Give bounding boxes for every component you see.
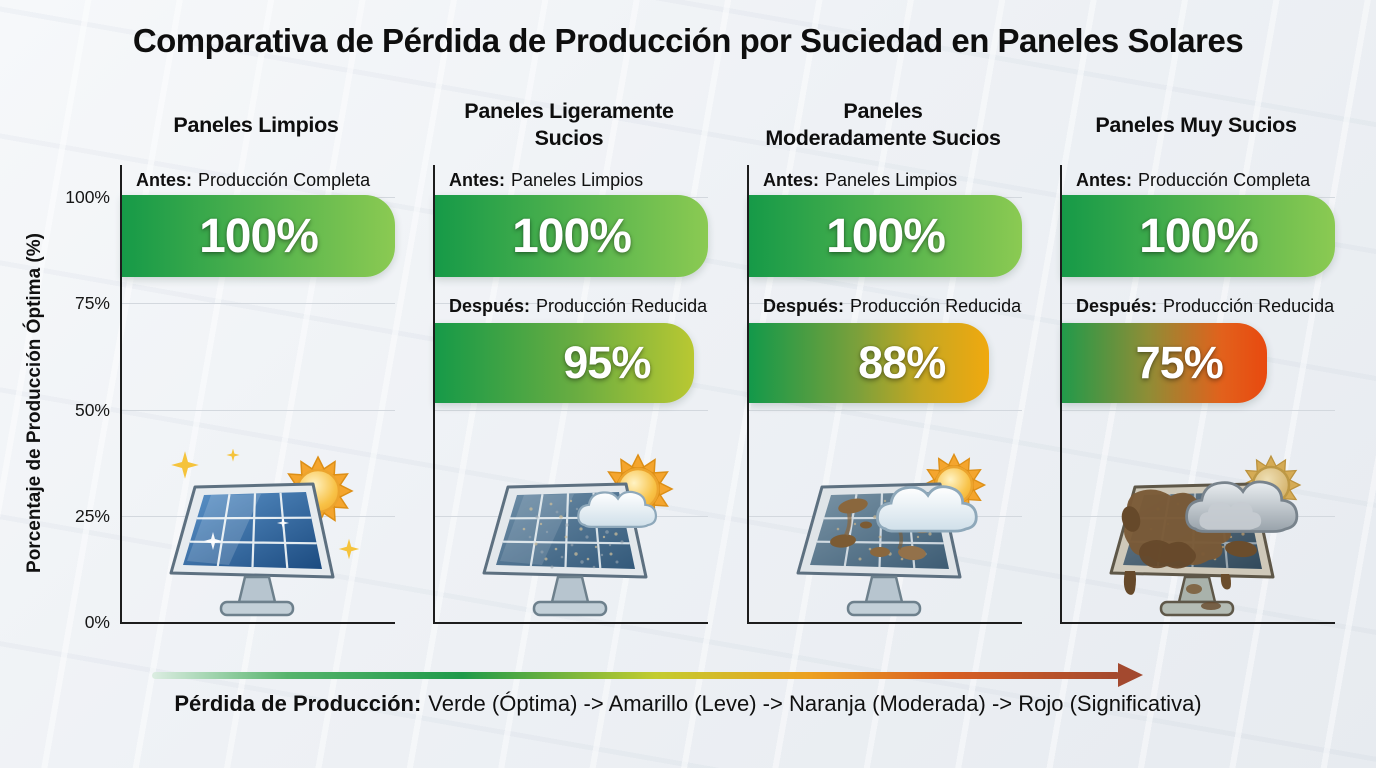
antes-bar-100: 100% <box>435 195 708 277</box>
chart-cell-lightly-dirty: Antes: Paneles Limpios 100% Después: Produ… <box>433 165 708 624</box>
page-title: Comparativa de Pérdida de Producción por… <box>132 22 1244 59</box>
despues-prefix: Después: <box>1076 296 1158 316</box>
antes-prefix: Antes: <box>763 170 820 190</box>
gridline-75 <box>1062 303 1335 304</box>
antes-label: Antes: Paneles Limpios <box>763 170 957 191</box>
antes-bar-100: 100% <box>1062 195 1335 277</box>
arrow-head-icon <box>1118 663 1143 687</box>
antes-text: Producción Completa <box>1138 170 1311 190</box>
despues-label: Después: Producción Reducida <box>449 296 707 317</box>
despues-prefix: Después: <box>449 296 531 316</box>
loss-gradient-arrow <box>152 672 1120 679</box>
despues-bar-value: 95% <box>563 337 651 388</box>
despues-prefix: Después: <box>763 296 845 316</box>
y-tick-25: 25% <box>74 506 110 526</box>
column-title-clean: Paneles Limpios <box>173 112 339 137</box>
column-title-moderately-dirty: Paneles Moderadamente Sucios <box>765 99 1001 150</box>
antes-text: Producción Completa <box>198 170 371 190</box>
despues-text: Producción Reducida <box>850 296 1022 316</box>
despues-label: Después: Producción Reducida <box>1076 296 1334 317</box>
antes-bar-100: 100% <box>122 195 395 277</box>
antes-prefix: Antes: <box>1076 170 1133 190</box>
antes-prefix: Antes: <box>136 170 193 190</box>
despues-bar-88: 88% <box>749 323 990 403</box>
moderately-dirty-solar-panel-sun-cloud-illustration <box>796 453 985 617</box>
antes-bar-value: 100% <box>1139 209 1259 263</box>
antes-label: Antes: Producción Completa <box>1076 170 1310 191</box>
antes-bar-value: 100% <box>826 209 946 263</box>
clean-solar-panel-sun-sparkles-illustration <box>169 449 359 617</box>
antes-bar-100: 100% <box>749 195 1022 277</box>
antes-bar-value: 100% <box>199 209 319 263</box>
y-tick-50: 50% <box>74 400 110 420</box>
y-tick-0: 0% <box>84 612 110 632</box>
very-dirty-solar-panel-gray-cloud-illustration <box>1109 455 1301 617</box>
gridline-50 <box>1062 410 1335 411</box>
chart-cell-moderately-dirty: Antes: Paneles Limpios 100% Después: Produ… <box>747 165 1022 624</box>
color-legend: Pérdida de Producción: Verde (Óptima) -> … <box>0 691 1376 717</box>
gridline-75 <box>435 303 708 304</box>
legend-prefix: Pérdida de Producción: <box>174 691 422 716</box>
despues-text: Producción Reducida <box>536 296 708 316</box>
gridline-50 <box>435 410 708 411</box>
chart-cell-very-dirty: Antes: Producción Completa 100% Después: P… <box>1060 165 1335 624</box>
lightly-dirty-solar-panel-sun-small-cloud-illustration <box>482 454 673 617</box>
y-tick-100: 100% <box>65 187 110 207</box>
antes-bar-value: 100% <box>512 209 632 263</box>
antes-text: Paneles Limpios <box>511 170 644 190</box>
column-title-very-dirty: Paneles Muy Sucios <box>1095 112 1297 137</box>
legend-text: Verde (Óptima) -> Amarillo (Leve) -> Nar… <box>428 691 1202 716</box>
despues-text: Producción Reducida <box>1163 296 1335 316</box>
gridline-75 <box>749 303 1022 304</box>
antes-text: Paneles Limpios <box>825 170 958 190</box>
chart-cell-clean: Antes: Producción Completa 100% <box>120 165 395 624</box>
antes-label: Antes: Producción Completa <box>136 170 370 191</box>
antes-label: Antes: Paneles Limpios <box>449 170 643 191</box>
despues-bar-value: 75% <box>1135 337 1224 388</box>
despues-bar-95: 95% <box>435 323 695 403</box>
gridline-50 <box>749 410 1022 411</box>
gridline-75 <box>122 303 395 304</box>
gridline-50 <box>122 410 395 411</box>
antes-prefix: Antes: <box>449 170 506 190</box>
despues-bar-value: 88% <box>858 337 946 388</box>
y-tick-75: 75% <box>74 293 110 313</box>
despues-bar-75: 75% <box>1062 323 1267 403</box>
despues-label: Después: Producción Reducida <box>763 296 1021 317</box>
column-title-lightly-dirty: Paneles Ligeramente Sucios <box>464 99 674 150</box>
